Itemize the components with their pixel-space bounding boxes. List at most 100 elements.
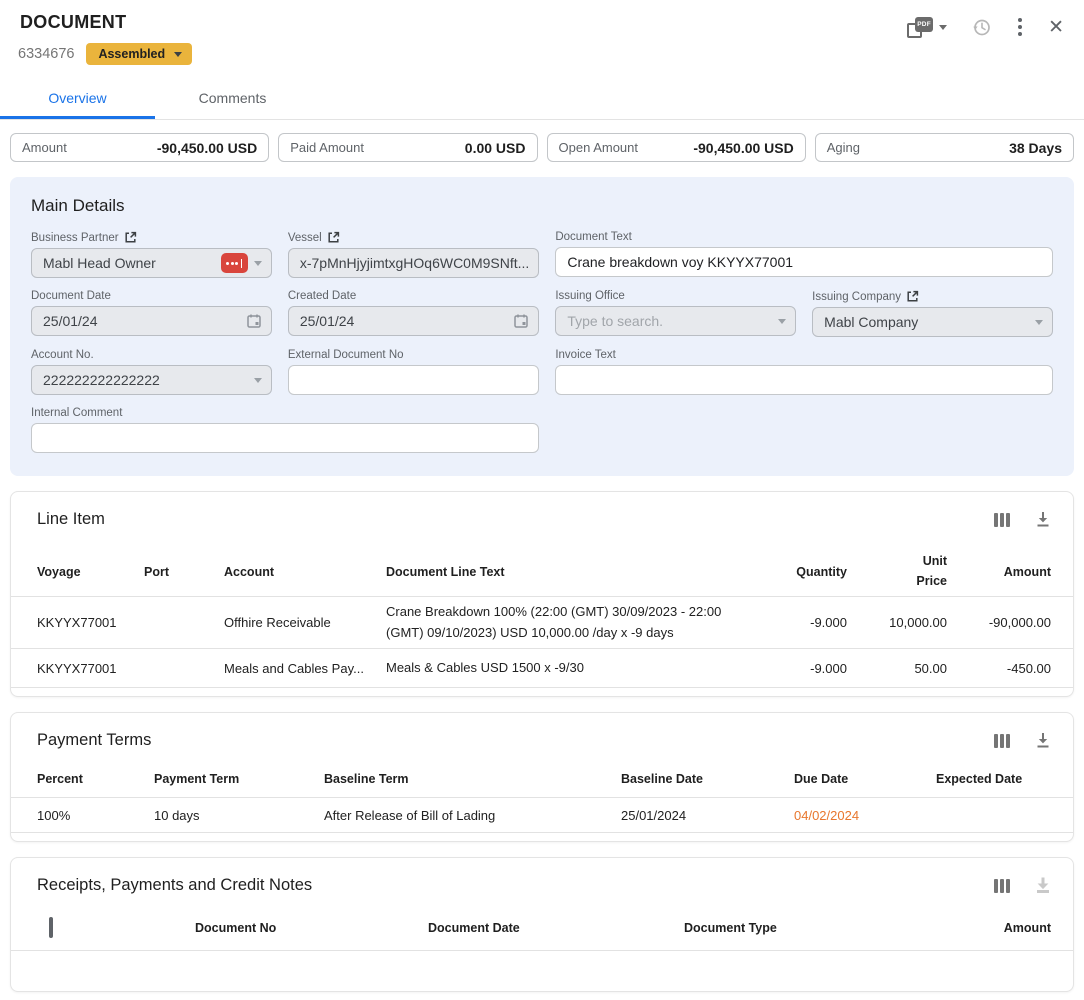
document-text-input[interactable]: Crane breakdown voy KKYYX77001 [555,247,1053,277]
tab-comments[interactable]: Comments [155,79,310,119]
summary-value: -90,450.00 USD [157,140,257,156]
column-header: Document Line Text [386,565,757,579]
percent-cell: 100% [37,808,154,823]
column-header: Expected Date [936,772,1051,786]
close-icon: ✕ [1048,18,1064,37]
field-label: External Document No [288,349,404,361]
tab-bar: Overview Comments [0,79,1084,120]
account-cell: Meals and Cables Pay... [224,661,386,676]
invoice-text-input[interactable] [555,365,1053,395]
issuing-company-select: Mabl Company [812,307,1053,337]
field-label: Document Text [555,231,632,243]
chevron-down-icon [778,319,786,324]
field-invoice-text: Invoice Text [555,349,1053,395]
mabl-annotation-icon [221,253,248,273]
field-external-document-no: External Document No [288,349,540,395]
field-internal-comment: Internal Comment [31,407,539,453]
issuing-office-select: Type to search. [555,306,796,336]
line-item-card: Line Item Voyage Port Account Document L… [10,491,1074,697]
download-button-disabled [1035,877,1051,894]
account-no-select: 222222222222222 [31,365,272,395]
history-button[interactable] [971,17,992,38]
section-title: Line Item [37,510,105,529]
field-document-text: Document Text Crane breakdown voy KKYYX7… [555,231,1053,278]
unit-price-cell: 50.00 [847,661,947,676]
field-account-no: Account No. 222222222222222 [31,349,272,395]
column-header: Payment Term [154,772,324,786]
chevron-down-icon [174,52,182,57]
quantity-cell: -9.000 [757,661,847,676]
column-settings-icon [993,878,1011,894]
field-label: Issuing Office [555,290,624,302]
section-title: Main Details [31,196,1053,216]
baseline-date-cell: 25/01/2024 [621,808,794,823]
column-header: Amount [941,921,1051,935]
section-title: Receipts, Payments and Credit Notes [37,876,312,895]
field-vessel: Vessel x-7pMnHjyjimtxgHOq6WC0M9SNft... [288,231,540,278]
open-in-new-icon[interactable] [906,290,919,303]
column-settings-button[interactable] [993,512,1011,528]
more-options-button[interactable] [1016,16,1024,38]
baseline-term-cell: After Release of Bill of Lading [324,808,621,823]
summary-label: Open Amount [559,140,639,155]
column-settings-icon [993,733,1011,749]
column-header: Baseline Term [324,772,621,786]
external-document-no-input[interactable] [288,365,540,395]
table-row: KKYYX77001 Meals and Cables Pay... Meals… [11,649,1073,688]
document-number: 6334676 [18,46,74,62]
column-header: Voyage [37,565,144,579]
summary-card-open-amount: Open Amount -90,450.00 USD [547,133,806,162]
summary-label: Paid Amount [290,140,364,155]
due-date-cell: 04/02/2024 [794,808,936,823]
download-button[interactable] [1035,732,1051,749]
field-label: Internal Comment [31,407,122,419]
document-header: DOCUMENT 6334676 Assembled PDF ✕ [0,0,1084,120]
column-header: Port [144,565,224,579]
column-header: Baseline Date [621,772,794,786]
chevron-down-icon [254,378,262,383]
amount-cell: -90,000.00 [947,615,1051,630]
pdf-icon: PDF [907,16,933,38]
vessel-input: x-7pMnHjyjimtxgHOq6WC0M9SNft... [288,248,540,278]
field-label: Created Date [288,290,356,302]
summary-value: -90,450.00 USD [693,140,793,156]
open-in-new-icon[interactable] [327,231,340,244]
open-in-new-icon[interactable] [124,231,137,244]
column-settings-button[interactable] [993,733,1011,749]
summary-value: 38 Days [1009,140,1062,156]
created-date-input: 25/01/24 [288,306,540,336]
select-all-checkbox[interactable] [49,917,53,938]
summary-value: 0.00 USD [465,140,526,156]
field-label: Document Date [31,290,111,302]
status-badge-dropdown[interactable]: Assembled [86,43,192,65]
column-header: Account [224,565,386,579]
unit-price-cell: 10,000.00 [847,615,947,630]
voyage-cell: KKYYX77001 [37,615,144,630]
payment-terms-header-row: Percent Payment Term Baseline Term Basel… [11,760,1073,798]
download-icon [1035,877,1051,894]
pdf-export-button[interactable]: PDF [907,16,947,38]
summary-label: Amount [22,140,67,155]
tab-overview[interactable]: Overview [0,79,155,119]
field-label: Invoice Text [555,349,616,361]
receipts-header-row: Document No Document Date Document Type … [11,905,1073,951]
payment-terms-card: Payment Terms Percent Payment Term Basel… [10,712,1074,842]
column-settings-button[interactable] [993,878,1011,894]
column-header: Amount [947,565,1051,579]
receipts-card: Receipts, Payments and Credit Notes Docu… [10,857,1074,992]
field-label: Business Partner [31,232,119,244]
column-header: Quantity [757,565,847,579]
history-clock-icon [971,17,992,38]
summary-cards: Amount -90,450.00 USD Paid Amount 0.00 U… [10,133,1074,162]
close-button[interactable]: ✕ [1048,18,1064,37]
payment-term-cell: 10 days [154,808,324,823]
field-label: Vessel [288,232,322,244]
chevron-down-icon [1035,320,1043,325]
section-title: Payment Terms [37,731,151,750]
voyage-cell: KKYYX77001 [37,661,144,676]
download-icon [1035,732,1051,749]
field-issuing-company: Issuing Company Mabl Company [812,290,1053,337]
download-button[interactable] [1035,511,1051,528]
internal-comment-input[interactable] [31,423,539,453]
column-header: Document Date [428,921,684,935]
